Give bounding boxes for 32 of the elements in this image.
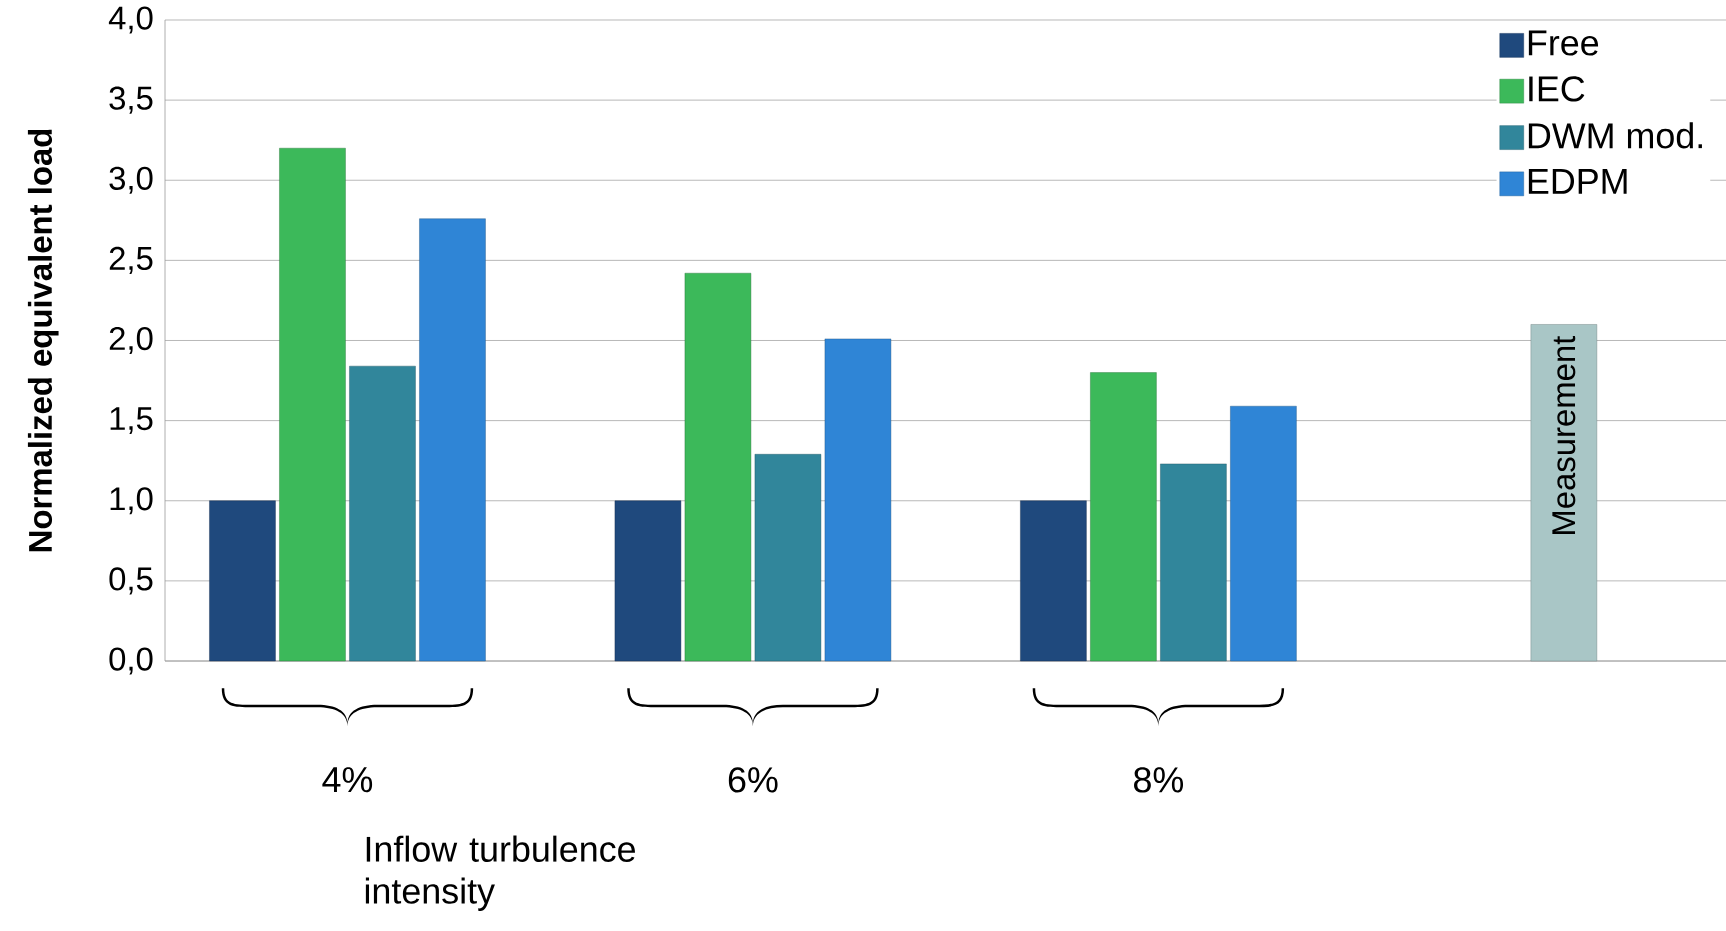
- legend-label: Free: [1528, 30, 1599, 56]
- bar: [1160, 463, 1227, 662]
- bar: [1230, 406, 1297, 662]
- legend-label: EDPM: [1528, 169, 1627, 194]
- y-tick-label: 4,0: [108, 6, 153, 34]
- legend-label: DWM mod.: [1528, 122, 1702, 149]
- bar: [1090, 372, 1157, 662]
- bar: [614, 500, 682, 662]
- x-axis-title: Inflow turbulence intensity: [365, 835, 635, 911]
- x-tick-label: 6%: [728, 767, 778, 793]
- legend-label: IEC: [1529, 76, 1585, 102]
- y-tick-label: 2,0: [109, 326, 153, 355]
- bar: [419, 218, 486, 662]
- series-label: Measurement: [1552, 335, 1576, 534]
- y-tick-label: 3,5: [109, 86, 153, 114]
- y-tick-label: 0,0: [109, 647, 153, 675]
- y-tick-label: 1,0: [110, 487, 153, 515]
- y-axis-title: Normalized equivalent load: [27, 129, 59, 552]
- bar: [349, 365, 416, 662]
- bar: [754, 454, 822, 662]
- bar: [824, 338, 892, 662]
- y-tick-label: 2,5: [109, 246, 153, 274]
- x-tick-label: 8%: [1134, 767, 1184, 793]
- y-tick-label: 3,0: [109, 166, 153, 194]
- x-tick-label: 4%: [322, 767, 373, 793]
- bar: [1530, 324, 1598, 662]
- bar: [684, 272, 752, 662]
- bar: [209, 500, 276, 662]
- y-tick-label: 1,5: [110, 407, 153, 435]
- y-tick-label: 0,5: [109, 567, 153, 595]
- bar: [1020, 500, 1087, 662]
- bar: [279, 148, 346, 662]
